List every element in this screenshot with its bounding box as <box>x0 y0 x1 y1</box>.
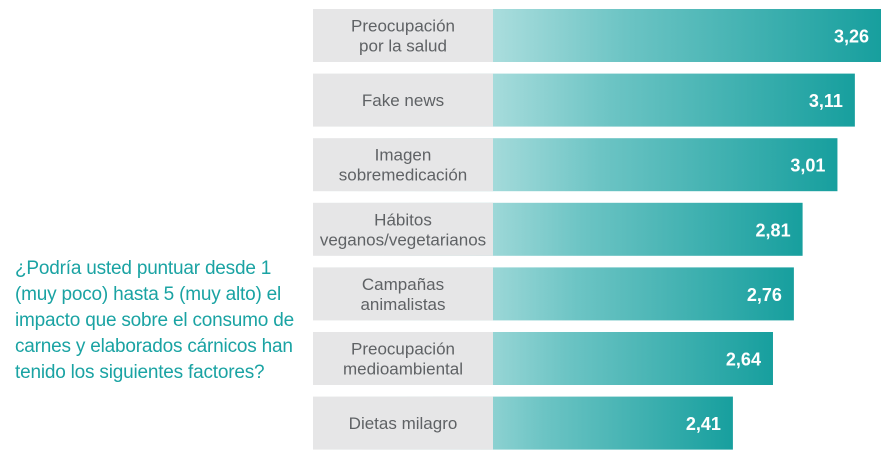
category-label-4-line-0: Campañas <box>362 275 444 294</box>
question-text: ¿Podría usted puntuar desde 1 (muy poco)… <box>15 258 294 383</box>
category-label-3-line-0: Hábitos <box>374 210 432 229</box>
value-label-6: 2,41 <box>686 414 721 434</box>
category-label-box-6 <box>313 396 493 450</box>
category-label-4-line-1: animalistas <box>360 295 445 314</box>
value-label-2: 3,01 <box>790 156 825 176</box>
category-label-6-line-0: Dietas milagro <box>349 414 458 433</box>
value-label-3: 2,81 <box>756 220 791 240</box>
category-label-box-4 <box>313 267 493 321</box>
value-label-0: 3,26 <box>834 27 869 47</box>
category-label-box-3 <box>313 202 493 256</box>
category-label-box-1 <box>313 73 493 127</box>
category-label-0-line-1: por la salud <box>359 37 447 56</box>
category-label-box-2 <box>313 138 493 192</box>
category-label-1-line-0: Fake news <box>362 91 444 110</box>
value-label-4: 2,76 <box>747 285 782 305</box>
category-label-5-line-0: Preocupación <box>351 340 455 359</box>
value-label-5: 2,64 <box>726 350 761 370</box>
category-label-box-5 <box>313 332 493 385</box>
category-label-2-line-0: Imagen <box>375 146 432 165</box>
category-label-5-line-1: medioambiental <box>343 360 463 379</box>
category-label-0-line-0: Preocupación <box>351 17 455 36</box>
category-label-box-0 <box>313 9 493 62</box>
category-label-3-line-1: veganos/vegetarianos <box>320 230 486 249</box>
category-label-2-line-1: sobremedicación <box>339 166 468 185</box>
value-label-1: 3,11 <box>809 91 843 111</box>
